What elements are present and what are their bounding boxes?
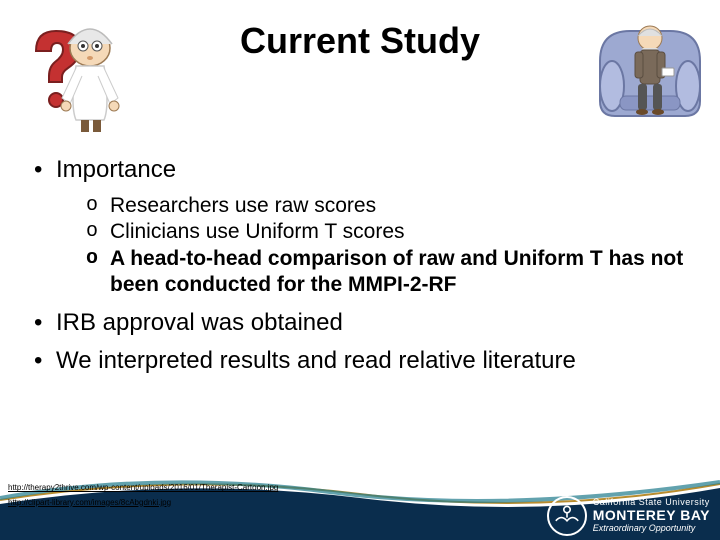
logo-seal-icon — [547, 496, 587, 536]
therapist-armchair-cartoon — [590, 6, 710, 126]
credit-2: http://clipart-library.com/images/8cAbgd… — [8, 496, 278, 510]
logo-text: California State University MONTEREY BAY… — [593, 498, 710, 533]
bullet-interpret: We interpreted results and read relative… — [34, 346, 700, 376]
logo-line2: MONTEREY BAY — [593, 508, 710, 523]
importance-sublist: Researchers use raw scores Clinicians us… — [86, 193, 700, 298]
slide-title: Current Study — [240, 20, 480, 62]
bullet-importance: Importance — [34, 155, 700, 185]
bullet-irb: IRB approval was obtained — [34, 308, 700, 338]
scientist-question-cartoon — [6, 6, 136, 136]
credit-1: http://therapy2thrive.com/wp-content/upl… — [8, 481, 278, 495]
image-credits: http://therapy2thrive.com/wp-content/upl… — [8, 481, 278, 510]
university-logo: California State University MONTEREY BAY… — [547, 496, 710, 536]
sub-comparison: A head-to-head comparison of raw and Uni… — [86, 246, 700, 299]
slide-body: Importance Researchers use raw scores Cl… — [34, 155, 700, 384]
sub-researchers: Researchers use raw scores — [86, 193, 700, 219]
sub-clinicians: Clinicians use Uniform T scores — [86, 219, 700, 245]
logo-line3: Extraordinary Opportunity — [593, 524, 710, 534]
